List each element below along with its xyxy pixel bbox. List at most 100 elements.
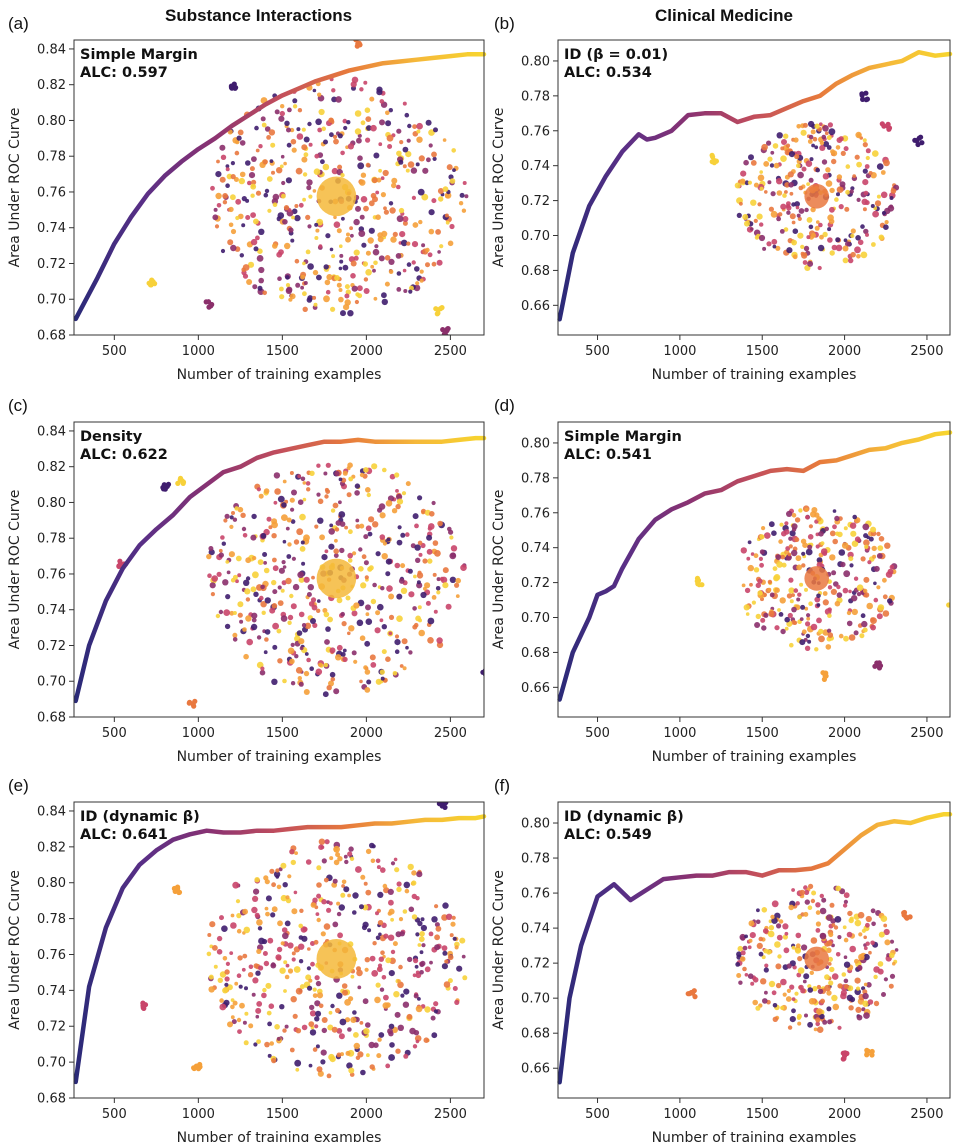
scatter-dot <box>856 584 864 591</box>
scatter-dot <box>287 107 292 113</box>
x-tick-label: 2000 <box>350 344 383 359</box>
scatter-dot <box>778 612 784 617</box>
scatter-dot <box>282 932 289 940</box>
scatter-dot <box>843 892 850 899</box>
scatter-dot <box>451 915 456 920</box>
scatter-dot <box>300 926 307 933</box>
scatter-dot <box>420 591 427 599</box>
scatter-dot <box>810 937 818 944</box>
scatter-dot <box>785 546 791 551</box>
y-tick-label: 0.78 <box>521 89 550 104</box>
scatter-dot <box>783 133 789 139</box>
scatter-dot <box>277 920 283 927</box>
scatter-dot <box>791 945 796 950</box>
scatter-dot <box>223 518 228 523</box>
scatter-dot <box>285 895 290 900</box>
scatter-dot <box>342 656 348 663</box>
x-tick-label: 2500 <box>910 344 943 359</box>
scatter-dot <box>437 520 443 527</box>
scatter-dot <box>778 919 784 924</box>
scatter-dot <box>412 222 419 228</box>
scatter-dot <box>216 203 222 208</box>
scatter-dot <box>325 626 331 632</box>
y-tick-label: 0.72 <box>37 257 66 272</box>
scatter-dot <box>414 964 419 969</box>
scatter-dot <box>360 874 366 880</box>
scatter-dot <box>302 197 306 202</box>
x-tick-label: 2500 <box>434 1107 467 1122</box>
scatter-dot <box>264 906 269 911</box>
scatter-dot <box>318 838 326 845</box>
scatter-dot <box>243 926 251 934</box>
scatter-dot <box>776 923 782 929</box>
scatter-dot <box>314 1016 320 1022</box>
scatter-dot <box>878 931 885 938</box>
scatter-dot <box>428 209 435 216</box>
scatter-dot <box>843 526 848 531</box>
scatter-dot <box>293 890 298 895</box>
scatter-dot <box>359 904 364 910</box>
scatter-dot <box>326 685 332 691</box>
scatter-dot <box>236 973 242 978</box>
scatter-dot <box>363 534 369 540</box>
scatter-dot <box>403 881 411 889</box>
x-tick-label: 500 <box>102 344 127 359</box>
scatter-dot <box>237 129 244 136</box>
scatter-dot <box>380 192 386 198</box>
scatter-dot <box>831 570 837 576</box>
scatter-dot <box>774 587 780 593</box>
scatter-dot <box>271 518 278 525</box>
scatter-dot <box>228 206 234 213</box>
scatter-dot <box>740 547 747 554</box>
scatter-dot <box>485 454 490 459</box>
scatter-dot <box>805 515 810 520</box>
scatter-dot <box>830 149 835 155</box>
y-tick-label: 0.76 <box>37 567 66 582</box>
scatter-dot <box>389 207 396 214</box>
scatter-dot <box>275 954 282 961</box>
scatter-dot <box>292 1013 298 1019</box>
scatter-dot <box>255 190 262 196</box>
scatter-dot <box>337 932 343 939</box>
scatter-dot <box>444 959 449 964</box>
scatter-dot <box>227 1021 233 1028</box>
scatter-dot <box>344 284 350 290</box>
scatter-dot <box>216 159 220 164</box>
scatter-dot <box>838 549 846 556</box>
scatter-dot <box>335 654 342 661</box>
scatter-dot <box>312 88 317 93</box>
plot-frame <box>73 421 485 718</box>
scatter-dot <box>396 150 402 157</box>
scatter-dot <box>374 996 381 1004</box>
scatter-dot <box>280 894 288 902</box>
scatter-dot <box>780 628 786 635</box>
scatter-dot <box>747 945 752 950</box>
scatter-dot <box>366 125 372 131</box>
scatter-dot <box>750 227 754 231</box>
scatter-dot <box>290 519 296 524</box>
scatter-dot <box>368 516 375 523</box>
scatter-dot <box>367 531 373 537</box>
scatter-dot <box>416 580 421 585</box>
scatter-dot <box>378 1032 385 1038</box>
scatter-dot <box>257 926 263 931</box>
scatter-dot <box>266 176 273 182</box>
scatter-dot <box>370 124 377 132</box>
method-annotation: ID (dynamic β) <box>80 809 200 825</box>
y-tick-label: 0.82 <box>37 78 66 93</box>
scatter-dot <box>802 260 808 265</box>
scatter-dot <box>370 598 377 605</box>
scatter-dot <box>346 232 350 237</box>
x-tick-label: 2000 <box>828 1107 861 1122</box>
scatter-dot <box>212 214 219 221</box>
scatter-dot <box>323 611 330 618</box>
scatter-dot <box>350 260 357 267</box>
scatter-dot <box>849 563 854 568</box>
scatter-dot <box>209 301 215 308</box>
scatter-dot <box>344 525 348 530</box>
embedded-scatter-image <box>140 802 468 1079</box>
scatter-dot <box>749 932 756 939</box>
scatter-dot <box>764 990 768 995</box>
scatter-dot <box>381 292 387 299</box>
scatter-dot <box>797 967 805 974</box>
